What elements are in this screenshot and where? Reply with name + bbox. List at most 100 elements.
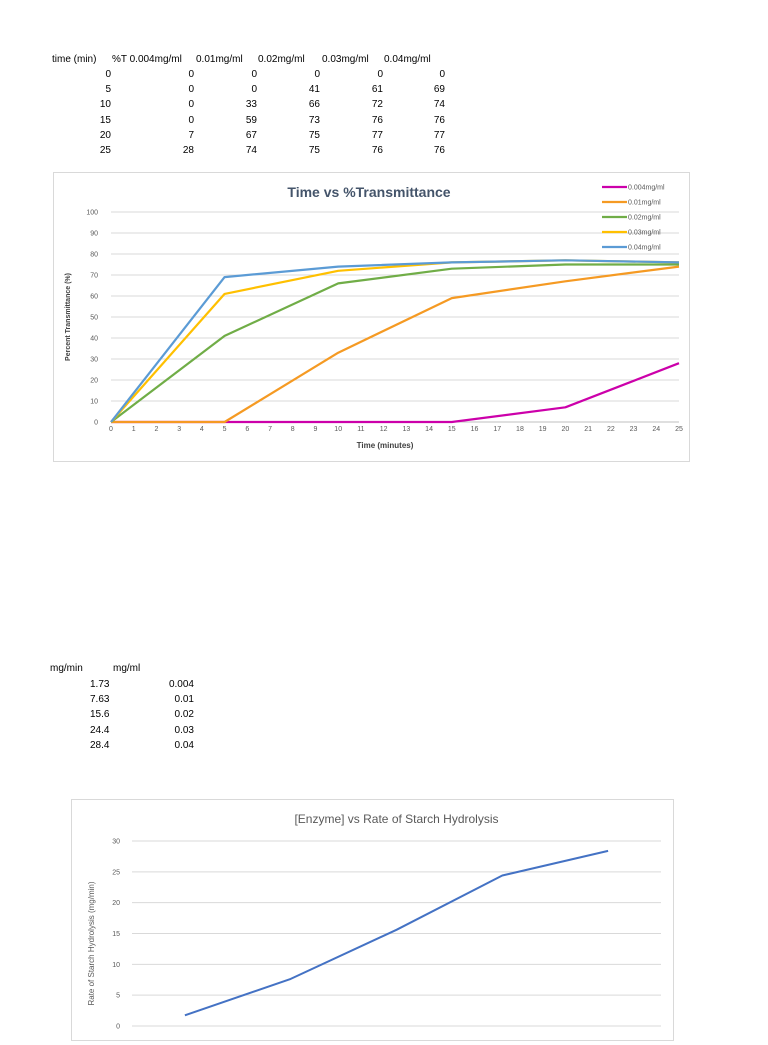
y-tick-label: 10	[112, 962, 120, 969]
y-tick-label: 30	[90, 357, 98, 364]
table-header: 0.01mg/ml	[196, 54, 243, 65]
x-tick-label: 24	[652, 426, 660, 433]
series-line	[111, 362, 680, 424]
y-tick-label: 70	[90, 273, 98, 280]
x-tick-label: 0	[109, 426, 113, 433]
x-tick-label: 15	[448, 426, 456, 433]
table-cell: 0	[188, 84, 194, 96]
series-line	[110, 259, 680, 423]
series-line	[184, 849, 609, 1017]
table-cell: 0	[251, 84, 257, 96]
table-cell: 41	[308, 84, 320, 96]
chart-title: Time vs %Transmittance	[287, 184, 450, 200]
table-header: %T 0.004mg/ml	[112, 54, 182, 65]
x-tick-label: 1	[132, 426, 136, 433]
table-cell: 20	[99, 129, 111, 141]
x-tick-label: 7	[268, 426, 272, 433]
table-cell: 0	[188, 114, 194, 126]
x-tick-label: 6	[245, 426, 249, 433]
table-cell: 0.03	[174, 724, 194, 736]
x-tick-label: 3	[177, 426, 181, 433]
table-cell: 0.04	[174, 739, 194, 751]
rate-chart-svg: [Enzyme] vs Rate of Starch Hydrolysis 0 5 1…	[87, 812, 661, 1031]
x-tick-label: 17	[493, 426, 501, 433]
y-tick-label: 40	[90, 336, 98, 343]
table-cell: 67	[245, 129, 257, 141]
table-cell: 5	[105, 84, 111, 96]
table-cell: 0	[188, 69, 194, 80]
table-cell: 0	[105, 69, 111, 80]
y-axis-label: Percent Transmittance (%)	[65, 273, 72, 361]
x-tick-label: 19	[539, 426, 547, 433]
table-cell: 25	[99, 145, 111, 156]
y-tick-label: 100	[86, 210, 98, 217]
x-tick-label: 14	[425, 426, 433, 433]
rate-chart: [Enzyme] vs Rate of Starch Hydrolysis 0 5 1…	[71, 799, 674, 1041]
y-tick-label: 10	[90, 399, 98, 406]
table-cell: 7	[188, 129, 194, 141]
y-tick-label: 90	[90, 231, 98, 238]
table-cell: 72	[371, 99, 383, 111]
table-cell: 77	[433, 129, 445, 141]
table-cell: 0.01	[174, 694, 194, 706]
x-tick-label: 4	[200, 426, 204, 433]
table-cell: 0	[251, 69, 257, 80]
series-line	[110, 263, 679, 423]
x-tick-label: 23	[630, 426, 638, 433]
x-tick-label: 2	[154, 426, 158, 433]
x-tick-label: 22	[607, 426, 615, 433]
table-header: time (min)	[52, 54, 97, 65]
x-tick-label: 25	[675, 426, 683, 433]
y-tick-label: 25	[112, 869, 120, 876]
y-axis-label: Rate of Starch Hydrolysis (mg/min)	[87, 881, 96, 1005]
table-cell: 0	[439, 69, 445, 80]
table-cell: 75	[308, 145, 320, 156]
table-cell: 28.4	[90, 739, 110, 751]
table-cell: 15	[99, 114, 111, 126]
x-axis-label: Time (minutes)	[357, 441, 414, 450]
y-tick-label: 5	[116, 993, 120, 1000]
table-cell: 24.4	[90, 724, 110, 736]
y-tick-label: 60	[90, 294, 98, 301]
table-cell: 76	[433, 114, 445, 126]
table-cell: 0.004	[168, 679, 194, 690]
x-tick-label: 10	[334, 426, 342, 433]
table-cell: 0.02	[174, 709, 194, 721]
table-cell: 66	[308, 99, 320, 111]
y-tick-label: 0	[116, 1024, 120, 1031]
table-header: 0.02mg/ml	[258, 54, 305, 65]
legend-label: 0.01mg/ml	[628, 200, 661, 207]
table-cell: 10	[99, 99, 111, 111]
table-cell: 1.73	[90, 679, 110, 690]
legend-label: 0.03mg/ml	[628, 230, 661, 237]
table-cell: 75	[308, 129, 320, 141]
table-cell: 7.63	[90, 694, 110, 706]
y-tick-label: 30	[112, 839, 120, 846]
table-cell: 0	[188, 99, 194, 111]
x-tick-label: 8	[291, 426, 295, 433]
x-tick-label: 21	[584, 426, 592, 433]
table-cell: 15.6	[90, 709, 110, 721]
table-header: 0.03mg/ml	[322, 54, 369, 65]
table-cell: 28	[182, 145, 194, 156]
table-header: mg/ml	[113, 663, 141, 674]
table-header: 0.04mg/ml	[384, 54, 431, 65]
x-tick-label: 16	[471, 426, 479, 433]
y-tick-label: 20	[90, 378, 98, 385]
legend-label: 0.004mg/ml	[628, 185, 665, 192]
x-tick-label: 18	[516, 426, 524, 433]
table-cell: 76	[371, 145, 383, 156]
table-cell: 33	[245, 99, 257, 111]
legend-label: 0.04mg/ml	[628, 245, 661, 252]
y-tick-label: 0	[94, 420, 98, 427]
table-cell: 77	[371, 129, 383, 141]
table-cell: 76	[371, 114, 383, 126]
table-cell: 0	[377, 69, 383, 80]
x-tick-label: 11	[357, 426, 364, 433]
y-tick-label: 50	[90, 315, 98, 322]
chart-title: [Enzyme] vs Rate of Starch Hydrolysis	[294, 812, 498, 826]
y-tick-label: 15	[112, 931, 120, 938]
x-tick-label: 12	[380, 426, 388, 433]
table-cell: 73	[308, 114, 320, 126]
table-cell: 0	[314, 69, 320, 80]
